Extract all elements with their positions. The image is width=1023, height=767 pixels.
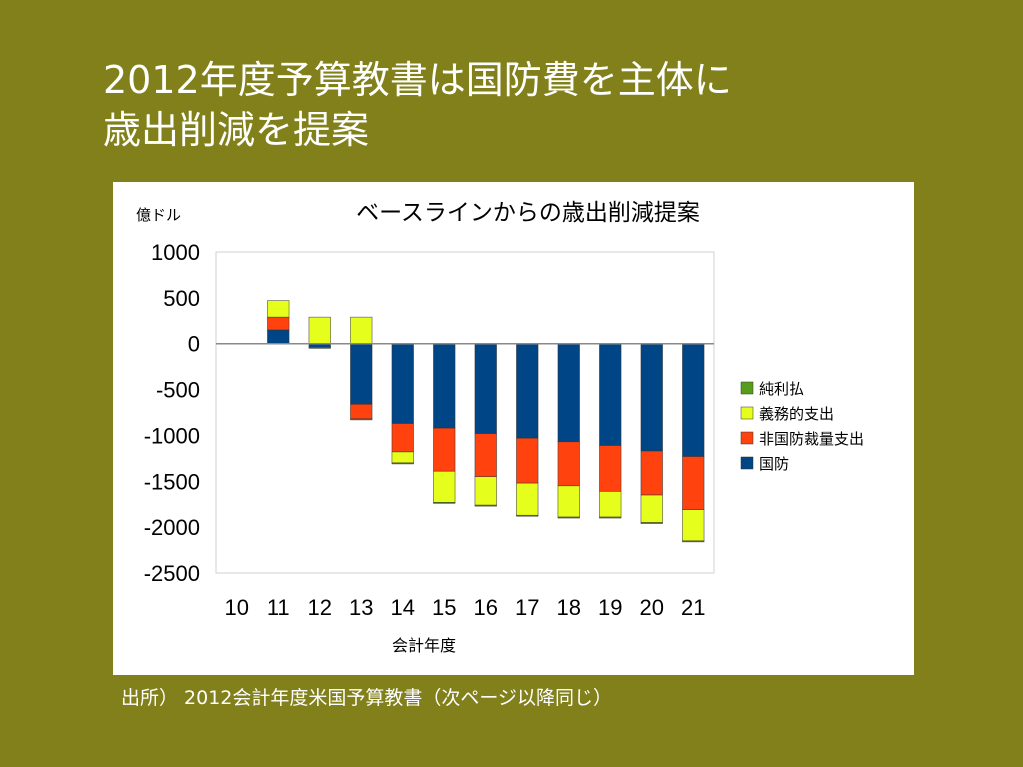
bar-segment — [682, 456, 705, 510]
bar-chart: ベースラインからの歳出削減提案 億ドル 1000 500 0 -500 -1000 -1500… — [136, 200, 864, 655]
x-tick-label: 18 — [557, 595, 581, 620]
bar-segment — [474, 504, 497, 507]
bar-segment — [350, 316, 373, 344]
bar-segment — [557, 441, 580, 487]
bar-segment — [433, 502, 456, 504]
y-tick-label: 0 — [188, 332, 200, 357]
slide-title-line-2: 歳出削減を提案 — [103, 108, 370, 152]
bar-segment — [516, 343, 539, 439]
bar-segment — [433, 427, 456, 472]
x-tick-label: 13 — [349, 595, 373, 620]
x-tick-label: 20 — [640, 595, 664, 620]
y-tick-label: -1500 — [144, 469, 200, 494]
bar-segment — [516, 514, 539, 517]
bar-segment — [599, 343, 622, 446]
bar-segment — [640, 450, 663, 496]
bar-segment — [640, 494, 663, 523]
x-tick-label: 17 — [515, 595, 539, 620]
bar-segment — [599, 445, 622, 492]
x-tick-label: 19 — [598, 595, 622, 620]
bar-segment — [267, 300, 290, 318]
legend-swatch — [740, 406, 754, 420]
bar-segment — [267, 316, 290, 331]
x-tick-label: 14 — [391, 595, 415, 620]
y-tick-label: -1000 — [144, 423, 200, 448]
chart-panel: ベースラインからの歳出削減提案 億ドル 1000 500 0 -500 -1000 -1500… — [113, 182, 914, 675]
bar-segment — [474, 343, 497, 434]
bar-segment — [474, 433, 497, 477]
bar-segment — [557, 343, 580, 443]
bar-segment — [640, 343, 663, 452]
x-tick-label: 16 — [474, 595, 498, 620]
y-tick-label: 1000 — [151, 240, 200, 265]
bar-segment — [391, 462, 414, 465]
x-tick-label: 10 — [225, 595, 249, 620]
x-axis-label: 会計年度 — [392, 636, 456, 655]
bar-segment — [557, 485, 580, 518]
y-tick-label: 500 — [163, 286, 200, 311]
legend-label: 義務的支出 — [759, 405, 834, 423]
x-tick-label: 12 — [308, 595, 332, 620]
legend-swatch — [740, 381, 754, 395]
bar-segment — [267, 329, 290, 344]
bar-segment — [308, 316, 331, 344]
plot-area — [215, 251, 715, 574]
y-tick-label: -500 — [156, 378, 200, 403]
bar-segment — [599, 516, 622, 519]
bar-segment — [391, 423, 414, 453]
y-unit-label: 億ドル — [136, 206, 181, 224]
legend-label: 国防 — [759, 455, 789, 473]
x-tick-label: 11 — [267, 595, 290, 620]
slide-title-line-1: 2012年度予算教書は国防費を主体に — [103, 58, 732, 102]
bar-segment — [682, 540, 705, 543]
legend-label: 非国防裁量支出 — [759, 430, 864, 448]
legend-swatch — [740, 456, 754, 470]
bar-segment — [474, 476, 497, 506]
bar-segment — [516, 437, 539, 484]
bar-segment — [640, 522, 663, 524]
bar-segment — [350, 343, 373, 405]
bar-segment — [433, 343, 456, 429]
legend-swatch — [740, 431, 754, 445]
bar-segment — [350, 418, 373, 421]
bar-segment — [391, 451, 414, 464]
y-tick-label: -2500 — [144, 561, 200, 586]
y-tick-label: -2000 — [144, 515, 200, 540]
bar-segment — [350, 403, 373, 420]
legend-label: 純利払 — [759, 380, 804, 398]
slide-title: 2012年度予算教書は国防費を主体に 歳出削減を提案 — [103, 55, 732, 155]
bar-segment — [308, 347, 331, 349]
bar-segment — [599, 491, 622, 518]
chart-title: ベースラインからの歳出削減提案 — [356, 200, 700, 226]
bar-segment — [557, 516, 580, 519]
bar-segment — [682, 343, 705, 457]
x-tick-label: 21 — [681, 595, 705, 620]
bar-segment — [516, 482, 539, 516]
bar-segment — [433, 470, 456, 503]
bar-segment — [682, 509, 705, 542]
x-tick-label: 15 — [432, 595, 456, 620]
source-note: 出所） 2012会計年度米国予算教書（次ページ以降同じ） — [121, 687, 613, 709]
bar-segment — [391, 343, 414, 424]
